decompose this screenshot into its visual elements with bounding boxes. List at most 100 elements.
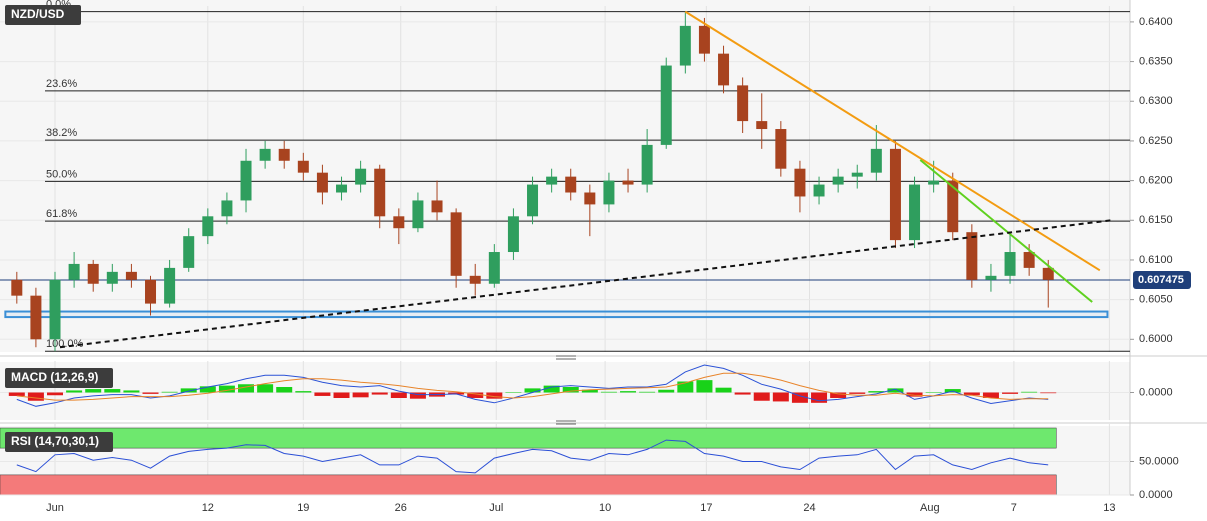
candle-body: [794, 168, 806, 197]
histogram-bar: [581, 389, 598, 393]
candle-body: [68, 263, 80, 280]
histogram-bar: [486, 392, 503, 399]
y-tick-label: 0.6350: [1139, 55, 1173, 67]
histogram-bar: [543, 385, 560, 393]
x-tick-label: 10: [599, 502, 611, 514]
x-tick-label: 26: [395, 502, 407, 514]
x-tick-label: 12: [202, 502, 214, 514]
candle-body: [431, 200, 443, 213]
candle-body: [1004, 252, 1016, 276]
histogram-bar: [753, 392, 770, 401]
x-tick-label: 24: [803, 502, 815, 514]
candle-body: [240, 160, 252, 201]
candle-body: [870, 148, 882, 173]
y-tick-label: 0.6050: [1139, 294, 1173, 306]
histogram-bar: [409, 392, 426, 399]
candle-body: [450, 212, 462, 276]
y-tick-label: 0.6100: [1139, 254, 1173, 266]
histogram-bar: [467, 392, 484, 398]
candle-body: [546, 176, 558, 185]
panel-title: NZD/USD: [11, 7, 65, 21]
candle-body: [164, 267, 176, 304]
candle-body: [565, 176, 577, 193]
candle-body: [832, 176, 844, 185]
macd-line: [16, 372, 1049, 401]
histogram-bar: [352, 392, 369, 398]
histogram-bar: [142, 392, 159, 394]
histogram-bar: [27, 392, 44, 401]
trend-line: [59, 219, 1112, 349]
x-tick-label: 17: [700, 502, 712, 514]
panel-title: MACD (12,26,9): [11, 370, 98, 384]
candle-body: [145, 279, 157, 304]
candle-body: [393, 216, 405, 229]
candle-body: [775, 129, 787, 169]
x-tick-label: 13: [1103, 502, 1115, 514]
histogram-bar: [772, 392, 789, 402]
histogram-bar: [257, 384, 274, 393]
candle-body: [679, 25, 691, 66]
histogram-bar: [218, 385, 235, 393]
fib-label: 38.2%: [46, 127, 77, 139]
histogram-bar: [524, 388, 541, 393]
label-box: [5, 432, 113, 452]
candle-body: [947, 180, 959, 233]
histogram-bar: [47, 392, 64, 396]
histogram-bar: [982, 392, 999, 398]
candle-body: [221, 200, 233, 217]
candle-body: [698, 25, 710, 54]
histogram-bar: [66, 390, 83, 393]
macd-line: [16, 364, 1049, 407]
histogram-bar: [276, 387, 293, 393]
candle-body: [507, 216, 519, 253]
histogram-bar: [600, 391, 617, 393]
histogram-bar: [639, 391, 656, 393]
histogram-bar: [161, 391, 178, 393]
histogram-bar: [1040, 392, 1057, 394]
histogram-bar: [811, 392, 828, 403]
candle-body: [718, 53, 730, 86]
histogram-bar: [333, 392, 350, 398]
candle-body: [30, 295, 42, 340]
histogram-bar: [314, 392, 331, 396]
trend-line: [919, 159, 1093, 303]
histogram-bar: [791, 392, 808, 403]
histogram-bar: [620, 391, 637, 393]
histogram-bar: [734, 392, 751, 395]
rsi-line: [16, 439, 1049, 474]
candle-body: [660, 65, 672, 145]
y-tick-label: 0.6400: [1139, 16, 1173, 28]
histogram-bar: [390, 392, 407, 398]
candle-body: [87, 263, 99, 284]
candle-body: [106, 271, 118, 284]
candle-body: [469, 275, 481, 284]
trend-line: [684, 10, 1101, 272]
histogram-bar: [868, 391, 885, 393]
candle-body: [909, 184, 921, 241]
panel-title: RSI (14,70,30,1): [11, 434, 99, 448]
candle-body: [1042, 267, 1054, 280]
candle-body: [202, 216, 214, 237]
candle-body: [966, 232, 978, 280]
support-zone: [4, 310, 1109, 319]
histogram-bar: [849, 392, 866, 394]
histogram-bar: [1002, 392, 1019, 394]
candle-body: [183, 236, 195, 268]
histogram-bar: [677, 381, 694, 393]
candle-body: [336, 184, 348, 193]
candle-body: [889, 148, 901, 241]
candle-body: [622, 180, 634, 185]
candle-body: [1023, 252, 1035, 268]
y-tick-label: 0.0000: [1139, 386, 1173, 398]
candle-body: [355, 168, 367, 185]
fib-label: 50.0%: [46, 168, 77, 180]
candle-body: [412, 200, 424, 229]
x-tick-label: 7: [1011, 502, 1017, 514]
histogram-bar: [715, 387, 732, 393]
histogram-bar: [180, 388, 197, 393]
y-tick-label: 0.0000: [1139, 489, 1173, 501]
price-tag-label: 0.607475: [1138, 274, 1184, 286]
fib-label: 23.6%: [46, 78, 77, 90]
histogram-bar: [238, 384, 255, 393]
